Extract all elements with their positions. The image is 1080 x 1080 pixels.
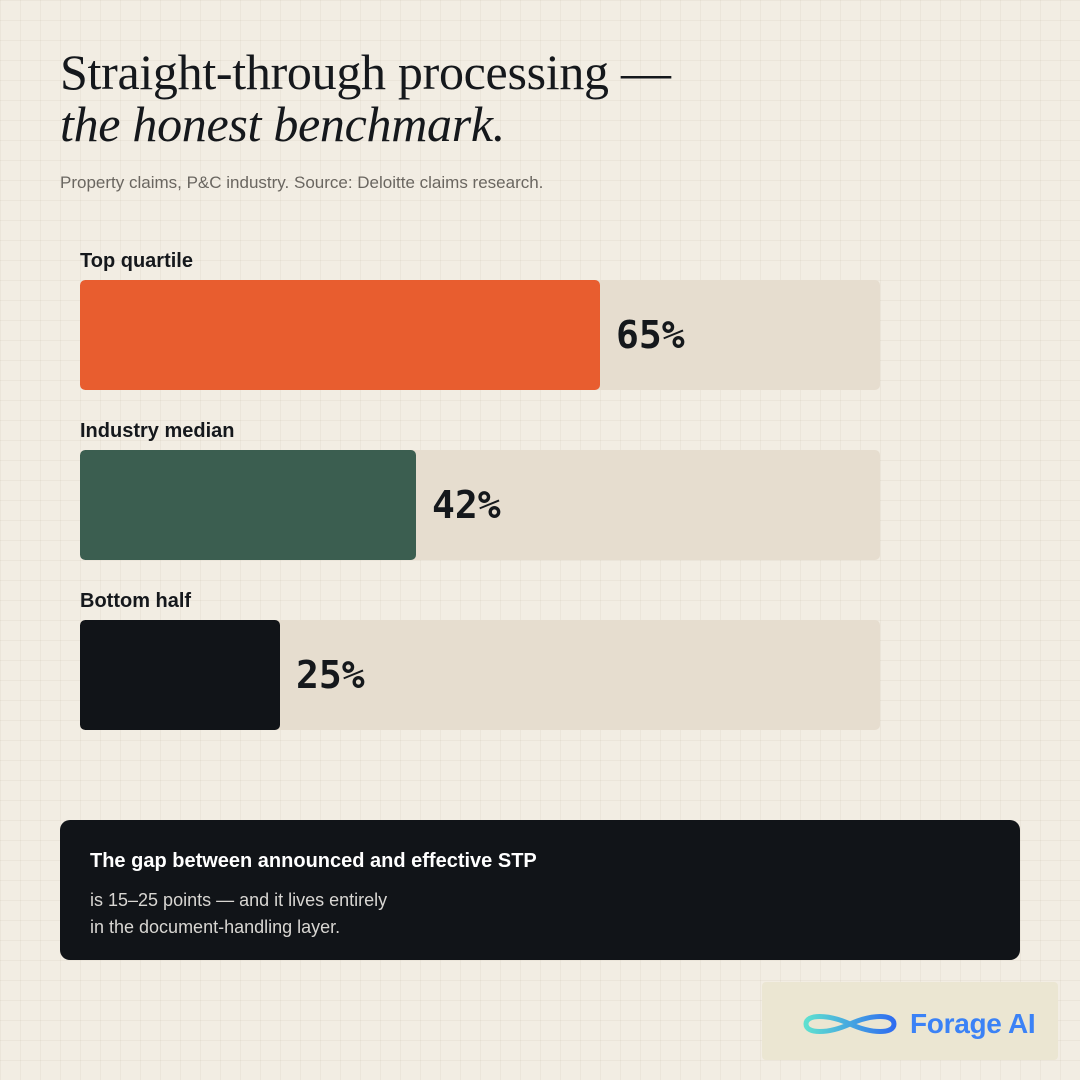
bar-value-label: 65%: [616, 313, 685, 357]
bar-value-label: 25%: [296, 653, 365, 697]
bar-track: 42%: [80, 450, 880, 560]
bar: [80, 280, 600, 390]
title-line-1: Straight-through processing —: [60, 44, 671, 100]
callout-line-1: is 15–25 points — and it lives entirely: [90, 890, 388, 910]
bar-label: Top quartile: [80, 250, 193, 272]
bar: [80, 450, 416, 560]
bar-track: 65%: [80, 280, 880, 390]
page-title: Straight-through processing — the honest…: [60, 46, 671, 150]
callout-box: The gap between announced and effective …: [60, 820, 1020, 960]
bar-value-label: 42%: [432, 483, 501, 527]
bar-label: Industry median: [80, 420, 235, 442]
bar-track: 25%: [80, 620, 880, 730]
chart-subtitle: Property claims, P&C industry. Source: D…: [60, 173, 544, 192]
infinity-logo-icon: [803, 1014, 897, 1034]
callout-heading: The gap between announced and effective …: [90, 850, 537, 872]
brand-logo: Forage AI: [762, 982, 1058, 1060]
brand-name: Forage AI: [910, 1008, 1036, 1039]
title-line-2: the honest benchmark.: [60, 96, 505, 152]
bar: [80, 620, 280, 730]
bar-label: Bottom half: [80, 590, 192, 612]
callout-line-2: in the document-handling layer.: [90, 917, 341, 937]
callout-body: is 15–25 points — and it lives entirely …: [90, 887, 990, 941]
